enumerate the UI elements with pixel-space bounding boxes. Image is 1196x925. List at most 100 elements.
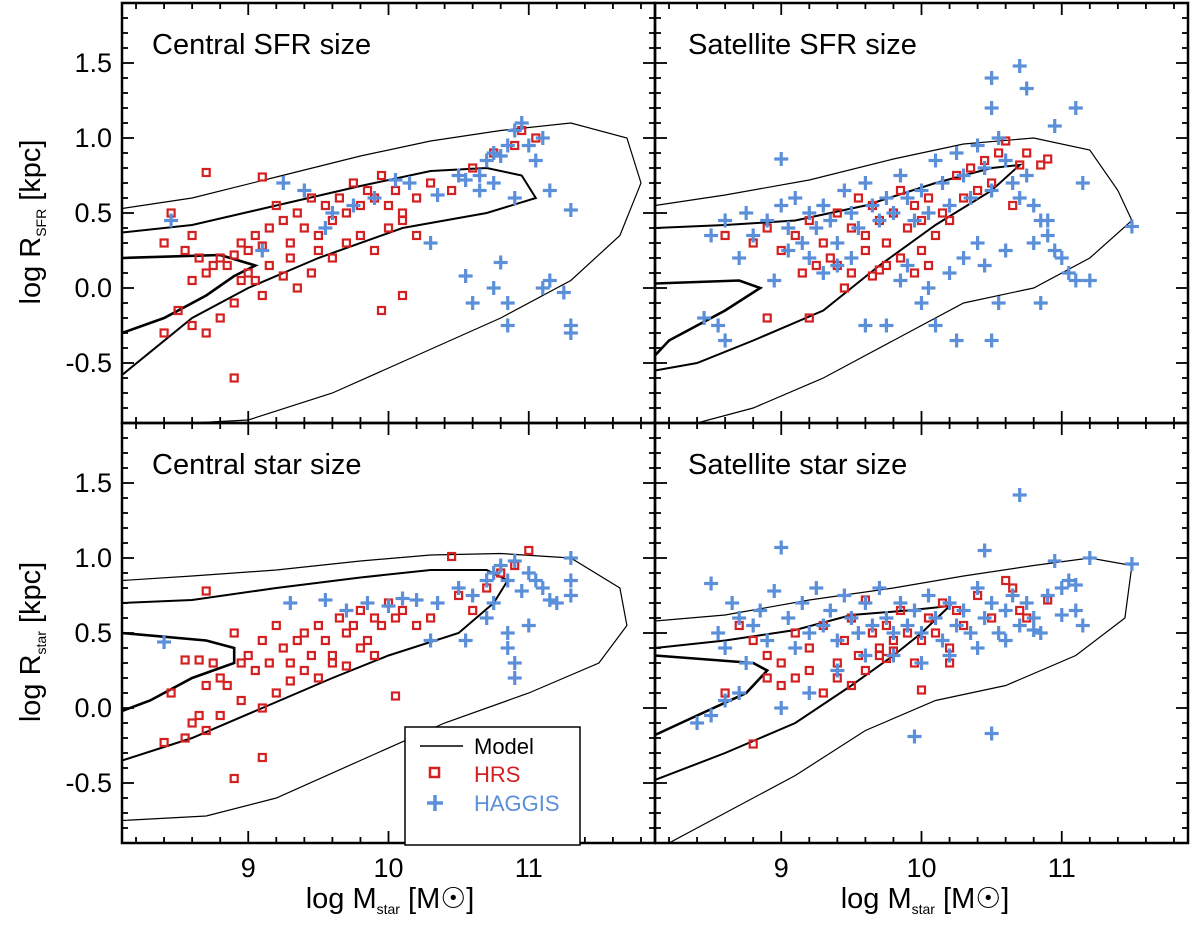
hrs-point [243, 245, 253, 256]
hrs-point [355, 605, 365, 616]
x-tick-label: 9 [774, 853, 789, 883]
hrs-point [222, 680, 232, 691]
hrs-point [916, 685, 927, 695]
haggis-point [858, 318, 873, 333]
haggis-point [718, 333, 733, 348]
hrs-point [376, 620, 387, 631]
hrs-point [194, 253, 204, 263]
haggis-point [1012, 618, 1027, 633]
haggis-point [977, 611, 992, 625]
haggis-point [998, 153, 1013, 168]
haggis-point [795, 596, 810, 610]
hrs-point [874, 643, 885, 653]
hrs-point [215, 673, 225, 683]
haggis-point [802, 251, 817, 265]
haggis-point [690, 716, 705, 730]
haggis-point [1040, 228, 1055, 243]
haggis-point [718, 693, 733, 708]
haggis-point [753, 603, 768, 618]
hrs-point [412, 620, 422, 631]
haggis-point [542, 273, 557, 288]
haggis-point [802, 206, 817, 220]
hrs-point [993, 148, 1004, 158]
hrs-point [348, 620, 358, 631]
y-label-top-main: log R [15, 237, 47, 305]
hrs-point [250, 230, 260, 241]
haggis-point [451, 581, 466, 595]
haggis-point [1019, 596, 1034, 610]
y-axis-label-bottom: log Rstar [kpc] [15, 562, 49, 722]
y-tick-label: 1.0 [74, 543, 112, 573]
haggis-point [774, 540, 789, 555]
haggis-point [549, 596, 564, 610]
hrs-point [313, 673, 323, 683]
hrs-point [257, 752, 267, 763]
hrs-point [369, 650, 380, 661]
haggis-point [360, 596, 375, 610]
hrs-point [278, 215, 288, 226]
hrs-point [285, 676, 295, 686]
svg-text:log Mstar [M☉]: log Mstar [M☉] [841, 883, 1010, 917]
hrs-point [208, 658, 218, 668]
haggis-point [479, 153, 494, 168]
haggis-point [732, 251, 747, 265]
hrs-point [327, 650, 337, 661]
haggis-point [711, 626, 726, 640]
x-axis-label-left: log Mstar [M☉] [306, 883, 475, 917]
hrs-point [383, 223, 394, 233]
haggis-point [886, 206, 901, 220]
hrs-point [923, 193, 934, 203]
haggis-point [823, 603, 838, 618]
hrs-point [187, 275, 197, 286]
haggis-point [991, 626, 1006, 640]
haggis-point [760, 633, 775, 648]
hrs-point [916, 245, 927, 256]
haggis-point [963, 191, 978, 205]
legend-hrs-swatch [428, 766, 441, 779]
panel-title: Central SFR size [152, 29, 371, 61]
y-label-top-unit: [kpc] [15, 139, 47, 208]
hrs-point [790, 673, 800, 683]
haggis-point [816, 266, 831, 280]
haggis-point [732, 611, 747, 625]
haggis-point [325, 206, 340, 220]
hrs-point [264, 658, 274, 668]
haggis-point [809, 221, 824, 235]
hrs-point [825, 253, 835, 263]
haggis-point [984, 333, 999, 348]
haggis-point [542, 183, 557, 198]
x-label-right-unit-open: [M [935, 883, 975, 915]
haggis-point [704, 576, 719, 591]
haggis-point [865, 198, 880, 213]
haggis-point [802, 686, 817, 700]
haggis-point [998, 243, 1013, 258]
haggis-point [998, 603, 1013, 618]
haggis-point [977, 161, 992, 175]
haggis-point [486, 176, 501, 190]
hrs-point [320, 200, 330, 211]
haggis-point [1005, 588, 1020, 603]
hrs-point [285, 658, 295, 668]
haggis-point [479, 573, 494, 588]
y-tick-label: -0.5 [65, 348, 112, 378]
hrs-point [159, 328, 169, 338]
hrs-point [818, 238, 828, 248]
haggis-point [556, 285, 571, 300]
haggis-point [1026, 236, 1041, 250]
haggis-point [458, 633, 473, 648]
haggis-point [697, 311, 712, 325]
hrs-point [804, 665, 814, 676]
haggis-point [879, 318, 894, 333]
hrs-point [334, 193, 344, 203]
hrs-point [839, 283, 850, 293]
panel-title: Satellite SFR size [688, 29, 917, 61]
legend-hrs-label: HRS [474, 762, 520, 787]
haggis-point [977, 258, 992, 273]
haggis-point [984, 71, 999, 85]
hrs-point [173, 305, 183, 316]
haggis-point [521, 138, 536, 153]
svg-text:log Rstar [kpc]: log Rstar [kpc] [15, 562, 49, 722]
hrs-point [776, 658, 786, 668]
haggis-point [451, 168, 466, 183]
